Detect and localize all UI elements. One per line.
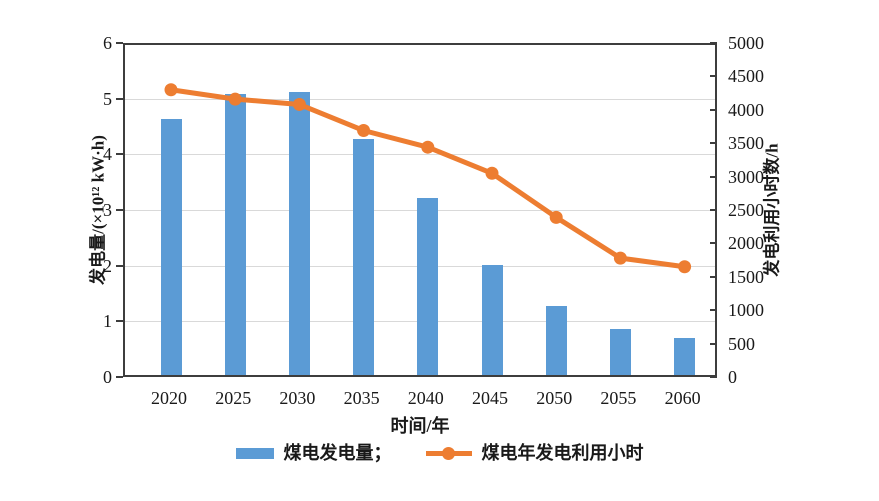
x-tick-label-2050: 2050 xyxy=(536,388,573,408)
line-marker-2055 xyxy=(613,251,627,265)
legend-bar-label: 煤电发电量； xyxy=(283,443,392,463)
left-axis-tick-label: 4 xyxy=(103,144,112,165)
right-axis-tick xyxy=(710,309,717,312)
right-axis-tick xyxy=(710,75,717,78)
legend-line-label: 煤电年发电利用小时 xyxy=(481,443,644,463)
line-marker-2035 xyxy=(357,124,371,138)
line-marker-2025 xyxy=(228,92,242,106)
x-tick-label-2040: 2040 xyxy=(407,388,444,408)
x-tick-label-2055: 2055 xyxy=(600,388,637,408)
x-tick-label-2030: 2030 xyxy=(279,388,316,408)
line-marker-2050 xyxy=(549,210,563,224)
bar-2035 xyxy=(353,138,375,375)
right-axis-tick xyxy=(710,376,717,378)
bar-2025 xyxy=(224,93,246,375)
right-axis-tick-label: 3000 xyxy=(728,166,764,187)
right-axis-tick-label: 4000 xyxy=(728,99,764,120)
right-axis-tick-label: 5000 xyxy=(728,33,764,53)
legend: 煤电发电量； 煤电年发电利用小时 xyxy=(0,444,879,462)
right-axis-tick-label: 1000 xyxy=(728,300,764,321)
left-axis-tick-label: 3 xyxy=(103,200,112,220)
left-axis-tick xyxy=(116,42,123,44)
right-axis-tick xyxy=(710,175,717,178)
bar-2040 xyxy=(417,197,439,375)
right-axis-tick-label: 1500 xyxy=(728,266,764,287)
line-marker-2060 xyxy=(678,260,692,274)
right-axis-tick xyxy=(710,209,717,211)
right-axis-tick xyxy=(710,42,717,44)
right-axis-tick-label: 0 xyxy=(728,367,737,387)
left-axis-tick-label: 1 xyxy=(103,311,112,332)
right-axis-title: 发电利用小时数/h xyxy=(762,143,782,277)
line-marker-2045 xyxy=(485,166,499,180)
left-axis-title: 发电量/(×10¹² kW·h) xyxy=(88,135,108,285)
left-axis-tick-label: 6 xyxy=(103,33,112,53)
right-axis-tick-label: 4500 xyxy=(728,66,764,87)
gridline xyxy=(125,98,715,100)
left-axis-tick-label: 2 xyxy=(103,255,112,276)
right-axis-tick-label: 2000 xyxy=(728,233,764,254)
line-marker-2020 xyxy=(164,83,178,97)
plot-area xyxy=(123,43,717,377)
line-series xyxy=(164,83,692,274)
bar-2050 xyxy=(545,305,567,375)
left-axis-tick-label: 5 xyxy=(103,88,112,109)
left-axis-tick xyxy=(116,376,123,378)
line-marker-2040 xyxy=(421,140,435,154)
right-axis-tick-label: 3500 xyxy=(728,133,764,154)
x-tick-label-2045: 2045 xyxy=(472,388,508,408)
right-axis-tick-label: 500 xyxy=(728,333,755,354)
line-path xyxy=(170,87,685,270)
gridline xyxy=(125,154,715,156)
right-axis-tick xyxy=(710,142,717,145)
left-axis-tick xyxy=(116,264,123,267)
left-axis-tick xyxy=(116,320,123,323)
left-axis-tick xyxy=(116,209,123,211)
left-axis-tick xyxy=(116,97,123,100)
bar-2055 xyxy=(609,329,631,375)
right-axis-tick xyxy=(710,242,717,245)
right-axis-tick xyxy=(710,275,717,278)
legend-bar-swatch-icon xyxy=(235,447,274,459)
bar-2045 xyxy=(481,264,503,375)
line-marker-2030 xyxy=(292,97,306,111)
bar-2020 xyxy=(160,118,182,375)
right-axis-tick-label: 2500 xyxy=(728,200,764,220)
left-axis-tick-label: 0 xyxy=(103,367,112,387)
x-tick-label-2025: 2025 xyxy=(215,388,252,408)
bar-2030 xyxy=(288,92,310,375)
right-axis-tick xyxy=(710,108,717,111)
right-axis-tick xyxy=(710,342,717,345)
legend-line-marker-icon xyxy=(441,446,455,460)
x-tick-label-2060: 2060 xyxy=(664,388,701,408)
x-tick-label-2035: 2035 xyxy=(343,388,380,408)
bar-2060 xyxy=(674,338,696,375)
legend-line-swatch-icon xyxy=(425,446,472,460)
x-tick-label-2020: 2020 xyxy=(151,388,187,408)
left-axis-tick xyxy=(116,153,123,156)
x-axis-title: 时间/年 xyxy=(390,416,450,436)
